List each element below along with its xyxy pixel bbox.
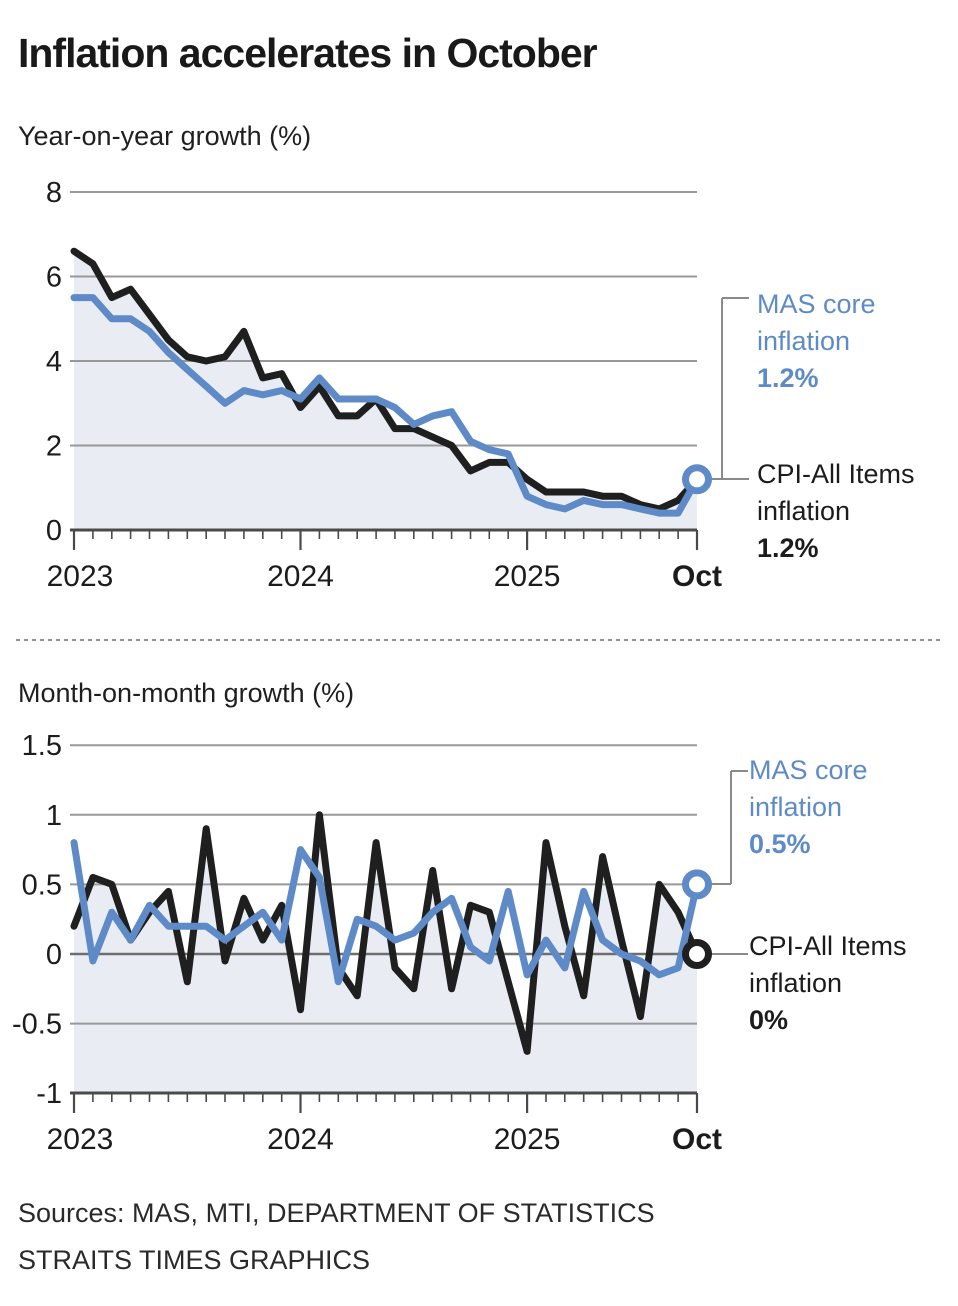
x-axis-label: Oct	[672, 1123, 722, 1156]
annotation-value: 1.2%	[757, 363, 819, 393]
annotation-label: inflation	[757, 496, 851, 526]
annotation-cpi-mom: CPI-All Items inflation 0%	[749, 928, 907, 1039]
x-axis-label: 2024	[267, 1123, 334, 1156]
core-line	[70, 839, 701, 986]
y-axis-label: 4	[46, 346, 62, 378]
y-axis-label: -0.5	[12, 1009, 62, 1041]
annotation-label: MAS core	[757, 289, 876, 319]
y-axis-label: -1	[36, 1078, 62, 1110]
annotation-value: 1.2%	[757, 533, 819, 563]
annotation-label: inflation	[749, 792, 843, 822]
x-axis-label: 2025	[494, 560, 561, 593]
y-axis-label: 0	[46, 939, 62, 971]
annotation-value: 0.5%	[749, 829, 811, 859]
annotation-mas-core-mom: MAS core inflation 0.5%	[749, 752, 868, 863]
annotation-label: inflation	[749, 968, 843, 998]
area-fill	[74, 251, 697, 530]
y-axis-label: 6	[46, 262, 62, 294]
x-axis-label: Oct	[672, 560, 722, 593]
chart-subtitle-mom: Month-on-month growth (%)	[18, 678, 355, 708]
y-axis-label: 2	[46, 431, 62, 463]
y-axis-label: 1	[46, 800, 62, 832]
section-divider	[16, 639, 942, 641]
cpi-line	[70, 811, 701, 1055]
yoy-growth-chart: 8 6 4 2 0 2023 2024 2025 Oct	[46, 177, 749, 593]
annotation-label: CPI-All Items	[757, 459, 915, 489]
core-end-marker	[682, 869, 712, 900]
cpi-end-marker	[682, 939, 712, 969]
source-credit: Sources: MAS, MTI, DEPARTMENT OF STATIST…	[18, 1190, 655, 1284]
y-axis-label: 8	[46, 177, 62, 209]
y-axis-label: 0	[46, 515, 62, 547]
annotation-cpi-yoy: CPI-All Items inflation 1.2%	[757, 456, 915, 567]
annotation-label: MAS core	[749, 755, 868, 785]
x-axis-label: 2023	[47, 560, 114, 593]
annotation-label: CPI-All Items	[749, 931, 907, 961]
credit-line: STRAITS TIMES GRAPHICS	[18, 1245, 371, 1275]
annotation-value: 0%	[749, 1005, 789, 1035]
annotation-label: inflation	[757, 326, 851, 356]
chart-subtitle-yoy: Year-on-year growth (%)	[18, 121, 312, 151]
x-axis-label: 2024	[267, 560, 334, 593]
x-axis-label: 2025	[494, 1123, 561, 1156]
mom-growth-chart: 1.5 1 0.5 0 -0.5 -1 2023 2024 2025 Oct	[12, 730, 748, 1156]
core-line	[70, 294, 701, 517]
cpi-line	[70, 247, 701, 513]
annotation-mas-core-yoy: MAS core inflation 1.2%	[757, 286, 876, 397]
source-line: Sources: MAS, MTI, DEPARTMENT OF STATIST…	[18, 1198, 655, 1228]
y-axis-label: 1.5	[22, 730, 62, 762]
x-axis-label: 2023	[47, 1123, 114, 1156]
y-axis-label: 0.5	[22, 869, 62, 901]
page-title: Inflation accelerates in October	[18, 30, 598, 76]
core-end-marker	[682, 464, 712, 495]
